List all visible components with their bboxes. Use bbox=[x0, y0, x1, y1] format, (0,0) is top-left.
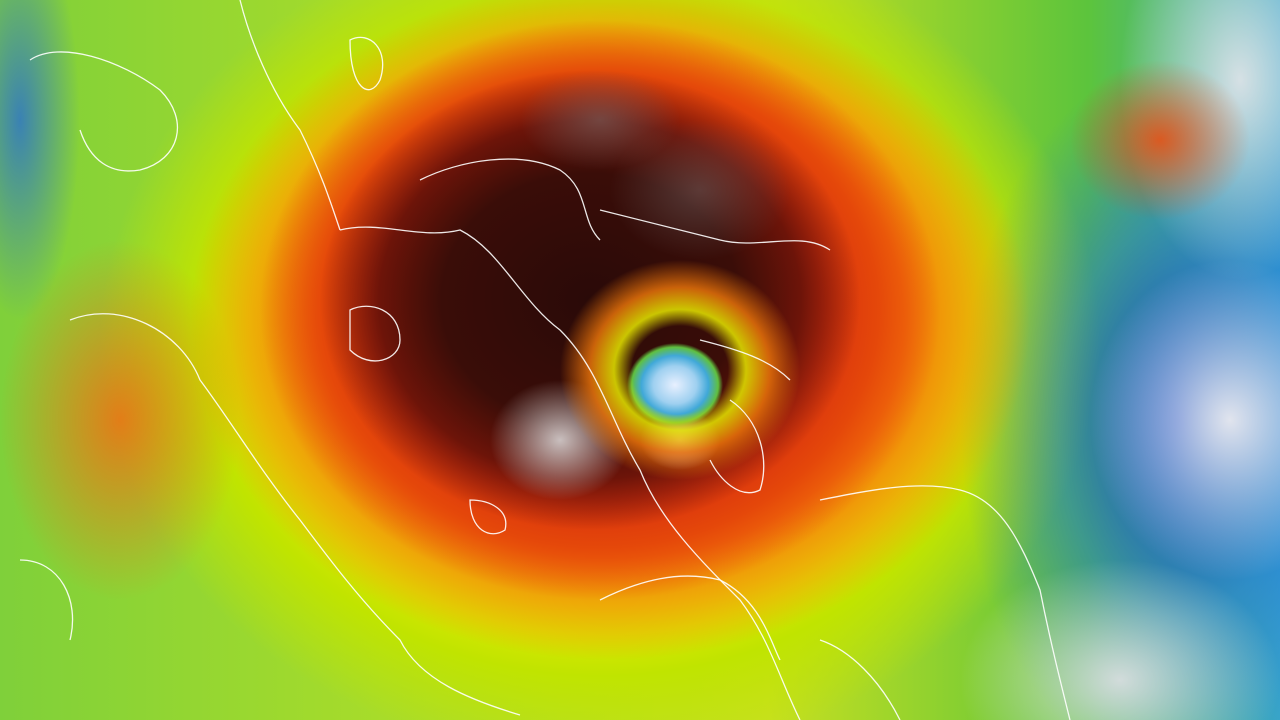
coastline bbox=[239, 0, 341, 231]
coastline bbox=[599, 209, 831, 251]
coastline bbox=[599, 575, 781, 661]
coastline bbox=[349, 36, 384, 91]
coastline bbox=[419, 158, 601, 241]
coastline bbox=[29, 51, 179, 172]
coastline bbox=[469, 499, 507, 535]
coastline bbox=[69, 313, 521, 716]
coastline bbox=[19, 559, 901, 720]
coastline bbox=[699, 339, 791, 494]
coastline bbox=[819, 485, 1071, 720]
coastline bbox=[349, 305, 401, 362]
coastline bbox=[339, 226, 801, 720]
